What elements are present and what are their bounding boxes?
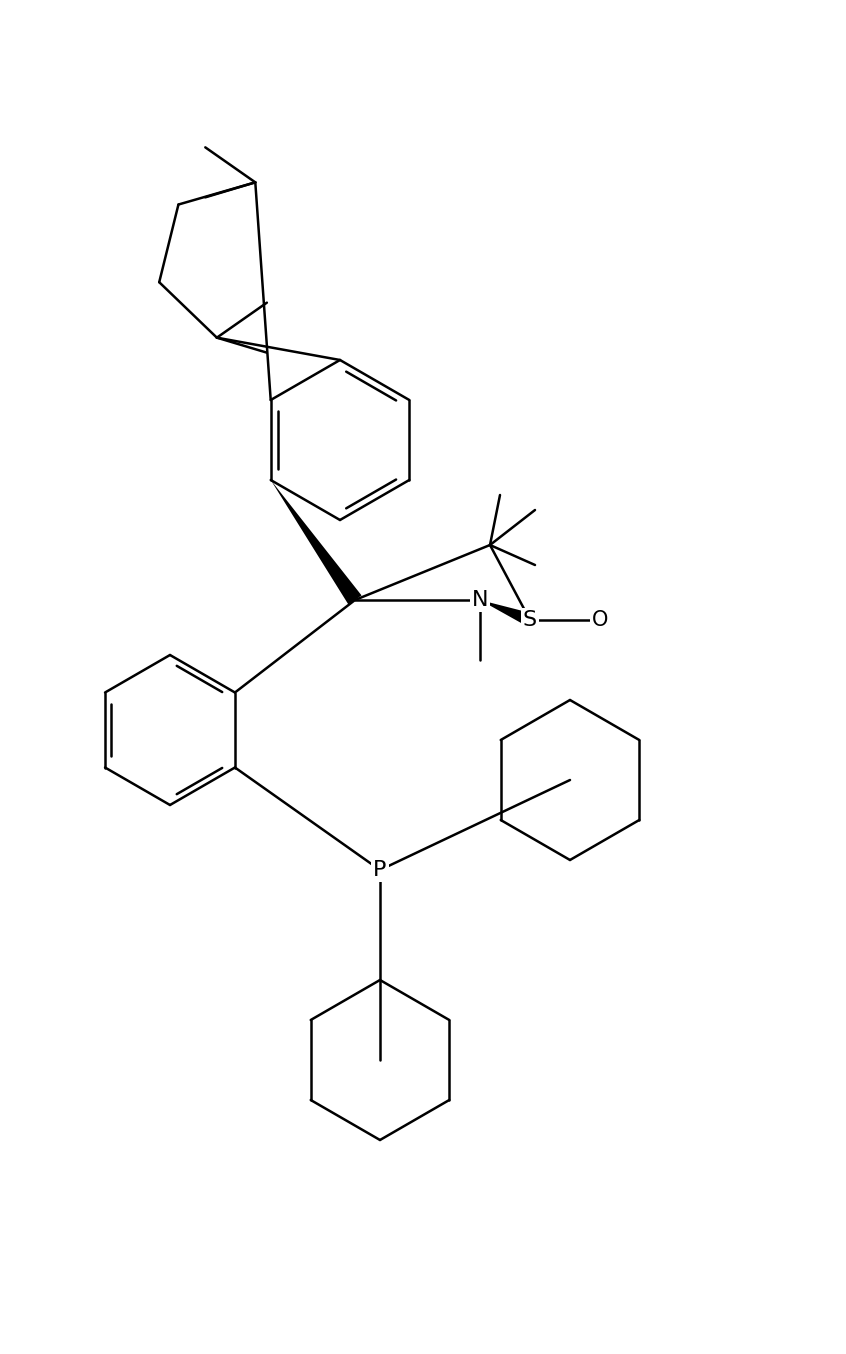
Polygon shape [271, 481, 361, 605]
Polygon shape [480, 600, 533, 627]
Text: P: P [373, 860, 387, 880]
Text: S: S [523, 611, 537, 630]
Text: O: O [592, 611, 608, 630]
Text: N: N [472, 590, 488, 611]
